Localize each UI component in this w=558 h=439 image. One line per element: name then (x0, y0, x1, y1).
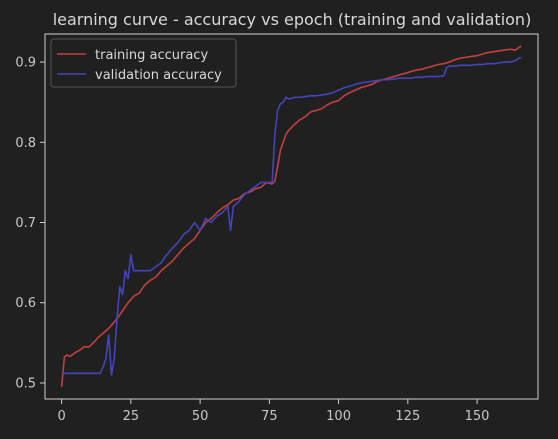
series-layer (60, 45, 522, 388)
plot-frame (44, 33, 539, 400)
y-tick-label: 0.9 (15, 56, 36, 71)
x-tick-label: 125 (395, 409, 420, 424)
legend-label-training: training accuracy (95, 48, 208, 63)
legend-label-validation: validation accuracy (95, 68, 222, 83)
x-tick-label: 100 (326, 409, 351, 424)
y-tick-label: 0.7 (15, 216, 36, 231)
x-tick-label: 25 (123, 409, 140, 424)
y-axis: 0.5 0.6 0.7 0.8 0.9 (15, 56, 45, 391)
series-line-training (60, 45, 522, 388)
x-tick-label: 150 (465, 409, 490, 424)
y-tick-label: 0.8 (15, 136, 36, 151)
legend-box (50, 38, 237, 88)
legend: training accuracy validation accuracy (50, 38, 237, 88)
x-axis: 0 25 50 75 100 125 150 (57, 399, 489, 424)
chart-title: learning curve - accuracy vs epoch (trai… (53, 10, 532, 29)
y-tick-label: 0.6 (15, 296, 36, 311)
x-tick-label: 75 (261, 409, 278, 424)
series-line-validation (61, 57, 522, 376)
x-tick-label: 50 (192, 409, 209, 424)
plot-area (45, 34, 538, 399)
x-tick-label: 0 (57, 409, 65, 424)
y-tick-label: 0.5 (15, 376, 36, 391)
